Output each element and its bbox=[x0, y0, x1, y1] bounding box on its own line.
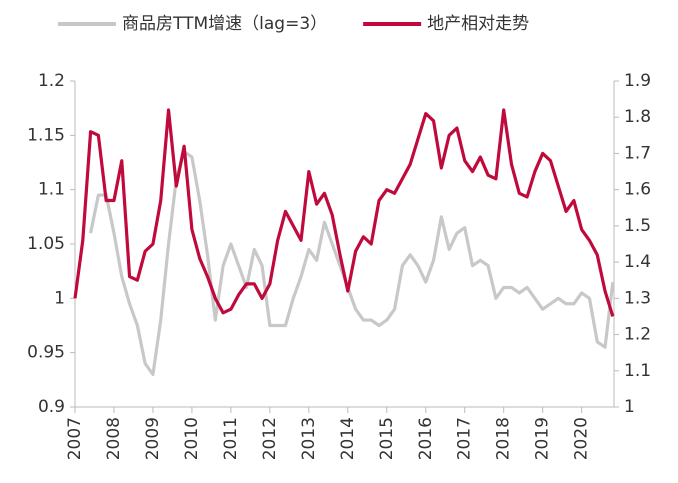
legend-item: 商品房TTM增速（lag=3） bbox=[58, 14, 327, 34]
x-tick-label: 2020 bbox=[572, 417, 592, 460]
y2-tick-label: 1.4 bbox=[624, 252, 651, 272]
x-tick-label: 2014 bbox=[338, 417, 358, 460]
y2-tick-label: 1.8 bbox=[624, 107, 651, 127]
y-tick-label: 1 bbox=[54, 288, 65, 308]
x-tick-label: 2011 bbox=[221, 417, 241, 460]
y2-tick-label: 1.6 bbox=[624, 180, 651, 200]
x-tick-label: 2009 bbox=[143, 417, 163, 460]
y2-tick-label: 1.9 bbox=[624, 71, 651, 91]
x-tick-label: 2007 bbox=[65, 417, 85, 460]
y-tick-label: 1.2 bbox=[38, 71, 65, 91]
y-tick-label: 1.15 bbox=[27, 125, 65, 145]
x-tick-label: 2010 bbox=[182, 417, 202, 460]
legend-label: 地产相对走势 bbox=[427, 14, 529, 34]
x-tick-label: 2017 bbox=[455, 417, 475, 460]
y2-tick-label: 1.3 bbox=[624, 288, 651, 308]
x-tick-label: 2019 bbox=[533, 417, 553, 460]
y2-tick-label: 1.5 bbox=[624, 216, 651, 236]
x-tick-label: 2008 bbox=[104, 417, 124, 460]
x-tick-label: 2015 bbox=[377, 417, 397, 460]
x-tick-label: 2013 bbox=[299, 417, 319, 460]
legend-label: 商品房TTM增速（lag=3） bbox=[122, 14, 327, 34]
legend: 商品房TTM增速（lag=3） 地产相对走势 bbox=[58, 14, 529, 34]
y-tick-label: 0.95 bbox=[27, 343, 65, 363]
series-line bbox=[73, 108, 615, 317]
x-tick-label: 2018 bbox=[494, 417, 514, 460]
x-tick-label: 2012 bbox=[260, 417, 280, 460]
y-tick-label: 0.9 bbox=[38, 397, 65, 417]
x-tick-label: 2016 bbox=[416, 417, 436, 460]
y-tick-label: 1.1 bbox=[38, 180, 65, 200]
y2-tick-label: 1.1 bbox=[624, 361, 651, 381]
y2-tick-label: 1.2 bbox=[624, 325, 651, 345]
y2-tick-label: 1.7 bbox=[624, 143, 651, 163]
y-tick-label: 1.05 bbox=[27, 234, 65, 254]
legend-item: 地产相对走势 bbox=[363, 14, 529, 34]
y2-tick-label: 1 bbox=[624, 397, 635, 417]
